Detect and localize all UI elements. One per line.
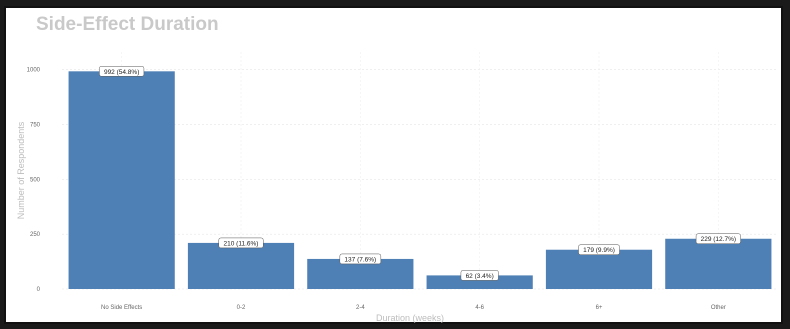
- x-tick-label: 4-6: [475, 305, 484, 311]
- data-label: 992 (54.8%): [104, 69, 139, 76]
- data-label: 62 (3.4%): [466, 273, 494, 280]
- y-tick-label: 1000: [27, 68, 41, 74]
- data-label: 137 (7.6%): [344, 256, 376, 263]
- data-label-box: [460, 270, 499, 281]
- x-tick-label: 6+: [596, 305, 603, 311]
- data-label: 210 (11.6%): [224, 240, 259, 247]
- x-tick-label: 2-4: [356, 305, 365, 311]
- y-tick-label: 250: [30, 232, 41, 238]
- chart-title: Side-Effect Duration: [36, 14, 219, 35]
- x-tick-label: No Side Effects: [101, 305, 142, 311]
- y-axis-title: Number of Respondents: [16, 121, 26, 219]
- data-label-box: [99, 66, 145, 77]
- data-label: 229 (12.7%): [701, 236, 736, 243]
- data-label: 179 (9.9%): [583, 247, 615, 254]
- bar: [665, 238, 772, 289]
- data-label-box: [578, 244, 620, 255]
- data-label-box: [339, 253, 382, 265]
- bar: [426, 275, 533, 289]
- y-tick-label: 750: [30, 122, 41, 128]
- data-label-box: [218, 237, 264, 249]
- y-tick-label: 500: [30, 177, 41, 183]
- bar: [68, 71, 175, 289]
- y-tick-label: 0: [37, 287, 41, 293]
- bar: [187, 242, 295, 289]
- data-label-box: [695, 233, 741, 244]
- x-axis-title: Duration (weeks): [376, 313, 444, 323]
- bar: [545, 249, 653, 289]
- x-tick-label: 0-2: [237, 305, 246, 311]
- x-tick-label: Other: [711, 305, 726, 311]
